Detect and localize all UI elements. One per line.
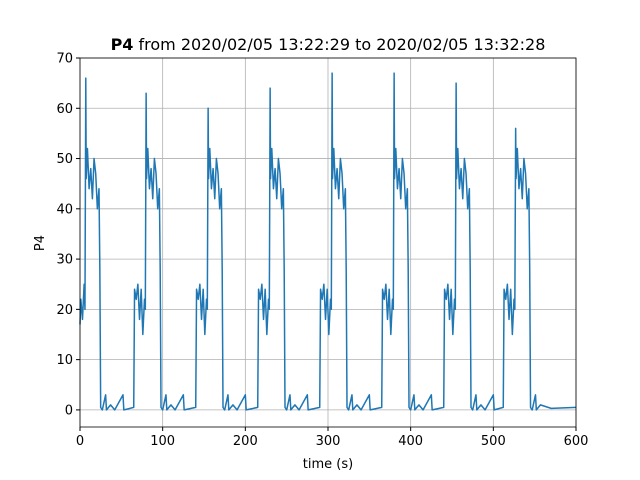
y-tick-label: 70 xyxy=(56,52,73,67)
title-bold: P4 xyxy=(111,35,134,54)
data-line xyxy=(79,72,577,411)
y-tick-label: 60 xyxy=(56,102,73,117)
title-rest: from 2020/02/05 13:22:29 to 2020/02/05 1… xyxy=(139,35,546,54)
x-tick-label: 500 xyxy=(481,434,506,449)
chart-title: P4 from 2020/02/05 13:22:29 to 2020/02/0… xyxy=(111,35,546,54)
y-tick-label: 10 xyxy=(56,353,73,368)
x-tick-label: 100 xyxy=(150,434,175,449)
y-tick-label: 0 xyxy=(65,403,73,418)
x-tick-label: 300 xyxy=(316,434,341,449)
plot-frame xyxy=(79,57,577,428)
x-tick-label: 400 xyxy=(398,434,423,449)
x-axis-label: time (s) xyxy=(303,457,353,472)
y-tick-label: 50 xyxy=(56,152,73,167)
y-tick-label: 30 xyxy=(56,253,73,268)
y-axis-label: P4 xyxy=(33,235,48,251)
x-tick-label: 0 xyxy=(76,434,84,449)
x-tick-label: 200 xyxy=(233,434,258,449)
y-tick-label: 20 xyxy=(56,303,73,318)
x-tick-label: 600 xyxy=(564,434,589,449)
y-tick-label: 40 xyxy=(56,202,73,217)
